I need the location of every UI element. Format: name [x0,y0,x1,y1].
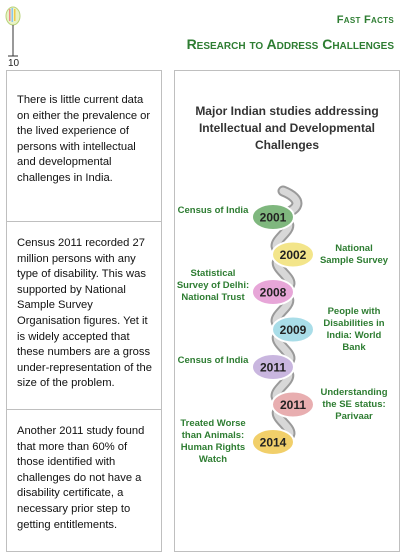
timeline-year-badge: 2011 [251,353,295,381]
study-label: Census of India [177,355,249,366]
timeline-year-badge: 2011 [271,390,315,419]
paragraph-certificate: Another 2011 study found that more than … [7,409,161,533]
timeline-year-badge: 2002 [271,240,315,269]
year-label: 2011 [280,398,306,412]
study-label: Understanding the SE status: Parivaar [320,386,388,422]
text-column: There is little current data on either t… [6,70,162,552]
timeline-year-badge: 2008 [251,278,295,306]
year-label: 2001 [260,211,287,225]
year-label: 2008 [260,286,287,300]
study-label: National Sample Survey [319,242,389,266]
timeline-panel: Major Indian studies addressing Intellec… [174,70,400,552]
timeline-year-badge: 2001 [251,203,295,231]
logo-icon [5,6,21,57]
year-label: 2009 [280,323,307,337]
study-label: Statistical Survey of Delhi: National Tr… [176,268,250,303]
timeline-graphic: 2001 2002 2008 2009 2011 2011 2014 [251,185,315,456]
year-oval [251,278,295,306]
paragraph-prevalence: There is little current data on either t… [17,94,151,184]
year-oval [271,315,315,344]
timeline-title: Major Indian studies addressing Intellec… [195,104,379,152]
paragraph-census: Census 2011 recorded 27 million persons … [7,221,161,392]
study-label: Census of India [177,205,249,216]
year-oval [251,428,295,456]
year-oval [251,353,295,381]
study-label: People with Disabilities in India: World… [323,305,385,353]
page-title: Research to Address Challenges [186,36,394,52]
year-label: 2014 [260,436,287,450]
timeline-year-badge: 2009 [271,315,315,344]
year-label: 2002 [280,248,307,262]
year-oval [271,390,315,419]
year-oval [271,240,315,269]
timeline-year-badge: 2014 [251,428,295,456]
year-oval [251,203,295,231]
header-kicker: Fast Facts [336,14,394,26]
page-number: 10 [8,58,20,69]
study-label: Treated Worse than Animals: Human Rights… [180,418,246,465]
year-label: 2011 [260,361,286,375]
